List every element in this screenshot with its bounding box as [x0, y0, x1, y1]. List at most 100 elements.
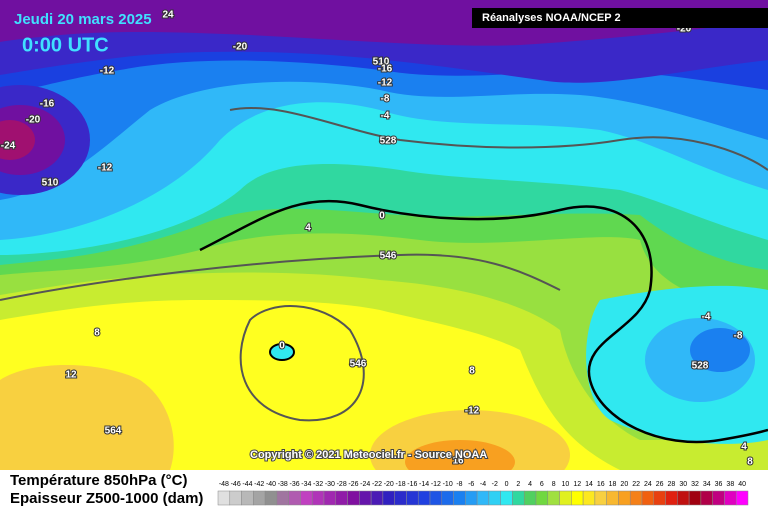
scale-label: 14: [585, 481, 593, 488]
copyright: Copyright © 2021 Meteociel.fr - Source N…: [250, 449, 487, 461]
contour-label: -12: [465, 406, 480, 417]
contour-label: -12: [100, 66, 115, 77]
scale-label: 4: [528, 481, 532, 488]
contour-label: -4: [702, 312, 711, 323]
contour-label: -4: [381, 111, 390, 122]
contour-label: 0: [279, 341, 285, 352]
scale-swatch: [465, 490, 478, 506]
contour-label: -20: [233, 42, 248, 53]
scale-label: 16: [597, 481, 605, 488]
scale-label: -30: [325, 481, 335, 488]
scale-swatch: [370, 490, 384, 506]
scale-swatch: [618, 490, 631, 506]
scale-label: -12: [431, 481, 441, 488]
contour-label: 8: [747, 457, 753, 468]
contour-label: 528: [692, 361, 709, 372]
scale-swatch: [429, 490, 443, 506]
scale-label: -16: [407, 481, 417, 488]
contour-label: 16: [452, 456, 464, 467]
scale-swatch: [606, 490, 619, 506]
scale-swatch: [641, 490, 655, 506]
scale-swatch: [571, 490, 584, 506]
scale-label: -20: [384, 481, 394, 488]
contour-label: 4: [305, 223, 311, 234]
scale-swatch: [500, 490, 513, 506]
scale-label: -48: [219, 481, 229, 488]
contour-label: -8: [381, 94, 390, 105]
contour-label: 8: [94, 328, 100, 339]
scale-swatch: [653, 490, 666, 506]
scale-swatch: [300, 490, 313, 506]
scale-swatch: [441, 490, 454, 506]
scale-label: 8: [552, 481, 556, 488]
scale-swatch: [288, 490, 301, 506]
scale-swatch: [253, 490, 266, 506]
scale-label: -38: [278, 481, 288, 488]
scale-swatch: [665, 490, 678, 506]
scale-label: -32: [313, 481, 323, 488]
source-box: [472, 8, 768, 28]
scale-swatch: [347, 490, 360, 506]
scale-swatch: [594, 490, 607, 506]
scale-swatch: [735, 490, 749, 506]
scale-label: -14: [419, 481, 429, 488]
scale-swatch: [688, 490, 702, 506]
scale-label: -22: [372, 481, 382, 488]
scale-label: 38: [726, 481, 734, 488]
scale-swatch: [323, 490, 337, 506]
scale-label: -42: [254, 481, 264, 488]
scale-swatch: [382, 490, 395, 506]
contour-label: 12: [65, 370, 77, 381]
scale-label: -44: [242, 481, 252, 488]
scale-label: 36: [715, 481, 723, 488]
scale-label: -24: [360, 481, 370, 488]
scale-swatch: [406, 490, 419, 506]
contour-label: -12: [378, 78, 393, 89]
scale-swatch: [276, 490, 289, 506]
contour-label: 510: [42, 178, 59, 189]
scale-label: 26: [656, 481, 664, 488]
scale-label: -18: [395, 481, 405, 488]
scale-label: -8: [456, 481, 462, 488]
scale-label: 0: [505, 481, 509, 488]
contour-label: 4: [741, 442, 747, 453]
scale-swatch: [476, 490, 490, 506]
scale-label: -28: [337, 481, 347, 488]
contour-label: -12: [98, 163, 113, 174]
scale-label: -2: [492, 481, 498, 488]
scale-label: 2: [516, 481, 520, 488]
contour-label: 564: [105, 426, 122, 437]
thickness-label: Epaisseur Z500-1000 (dam): [10, 490, 203, 507]
scale-swatch: [629, 490, 643, 506]
scale-swatch: [217, 490, 231, 506]
scale-label: 18: [609, 481, 617, 488]
scale-label: -34: [301, 481, 311, 488]
contour-label: -8: [734, 331, 743, 342]
contour-label: -24: [1, 141, 16, 152]
scale-label: 22: [632, 481, 640, 488]
color-scale: -48 -46 -44 -42 -40 -38 -36 -34 -32 -30 -28 -26 -24-…: [217, 481, 749, 506]
time: 0:00 UTC: [22, 34, 109, 56]
scale-label: -4: [480, 481, 486, 488]
scale-label: -6: [468, 481, 474, 488]
scale-swatch: [453, 490, 466, 506]
scale-label: 40: [738, 481, 746, 488]
scale-swatch: [700, 490, 713, 506]
scale-swatch: [559, 490, 572, 506]
contour-label: 546: [380, 251, 397, 262]
scale-label: -10: [443, 481, 453, 488]
scale-label: 34: [703, 481, 711, 488]
scale-label: 6: [540, 481, 544, 488]
scale-label: 10: [562, 481, 570, 488]
scale-label: -26: [348, 481, 358, 488]
contour-label: -20: [26, 115, 41, 126]
scale-swatch: [311, 490, 325, 506]
scale-swatch: [335, 490, 348, 506]
scale-swatch: [523, 490, 537, 506]
contour-label: 510: [373, 57, 390, 68]
scale-label: -46: [231, 481, 241, 488]
scale-label: 12: [573, 481, 581, 488]
contour-label: -16: [378, 64, 393, 75]
scale-swatch: [582, 490, 596, 506]
